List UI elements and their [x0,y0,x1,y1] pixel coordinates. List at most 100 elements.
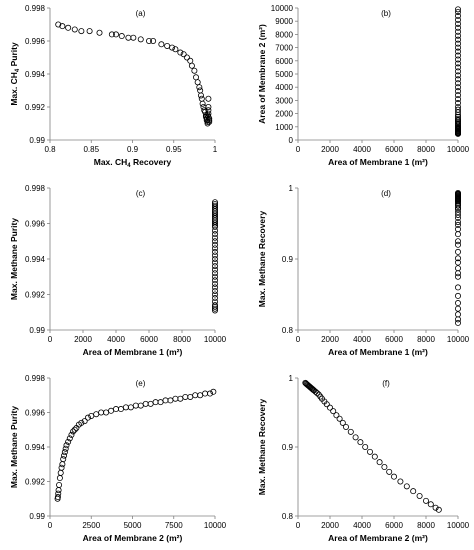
panel-label: (e) [136,379,146,388]
data-point [455,285,460,290]
x-tick-label: 0.8 [44,145,56,154]
data-point [138,37,143,42]
data-point [56,488,61,493]
x-tick-label: 0 [48,521,53,530]
y-tick-label: 9000 [275,17,293,26]
panel-a: 0.8 0.85 0.9 0.95 10.990.9920.9940.9960.998(… [9,4,218,169]
data-point [201,104,206,109]
y-tick-label: 1 [289,184,294,193]
data-point [404,484,409,489]
data-point [173,396,178,401]
data-point [138,403,143,408]
y-tick-label: 0.99 [29,512,45,521]
x-tick-label: 0.85 [83,145,99,154]
x-tick-label: 0 [48,335,53,344]
data-point [72,27,77,32]
y-tick-label: 0.994 [25,443,46,452]
data-point [387,469,392,474]
data-point [60,462,65,467]
x-tick-label: 0 [296,145,301,154]
data-point [455,249,460,254]
y-axis-title: Area of Membrane 2 (m²) [257,24,267,124]
data-point [206,96,211,101]
data-point [353,435,358,440]
y-tick-label: 7000 [275,44,293,53]
data-point [455,232,460,237]
x-tick-label: 0.9 [127,145,139,154]
data-point [56,482,61,487]
data-point [195,80,200,85]
data-point [99,410,104,415]
y-tick-label: 0.9 [282,255,294,264]
data-point [178,396,183,401]
data-point [417,493,422,498]
y-tick-label: 0.9 [282,443,294,452]
x-tick-label: 8000 [417,145,435,154]
x-tick-label: 2500 [82,521,100,530]
x-axis-title: Area of Membrane 1 (m²) [328,347,428,357]
y-tick-label: 0 [289,136,294,145]
data-point [372,454,377,459]
data-point [104,410,109,415]
y-tick-label: 0.992 [25,291,46,300]
data-point [94,412,99,417]
panel-e: 0 2500 5000 7500 10000 0.99 0.992 0.994 0.996 0.9… [9,374,227,543]
panel-d: 0 2000 4000 6000 8000 100000.80.91(d)Area of … [257,184,470,357]
data-point [391,474,396,479]
data-point [61,456,66,461]
data-point [455,266,460,271]
data-point [334,413,339,418]
data-point [123,405,128,410]
data-point [327,405,332,410]
data-point [315,391,320,396]
y-tick-label: 0.992 [25,103,46,112]
y-tick-label: 0.99 [29,136,45,145]
x-axis-title: Area of Membrane 1 (m²) [328,157,428,167]
x-tick-label: 2000 [321,521,339,530]
data-point [62,450,67,455]
x-tick-label: 4000 [353,335,371,344]
data-point [455,242,460,247]
x-tick-label: 4000 [353,521,371,530]
data-point [168,398,173,403]
x-tick-label: 10000 [204,335,227,344]
data-point [113,406,118,411]
x-tick-label: 6000 [385,145,403,154]
data-point [158,400,163,405]
y-tick-label: 0.8 [282,512,294,521]
data-point [197,85,202,90]
data-point [87,29,92,34]
y-tick-label: 6000 [275,57,293,66]
x-tick-label: 2000 [321,145,339,154]
x-axis-title: Area of Membrane 2 (m²) [83,533,183,543]
data-point [398,479,403,484]
y-axis-title: Max. Methane Recovery [257,211,267,308]
data-point [57,475,62,480]
x-tick-label: 2000 [74,335,92,344]
data-point [200,101,205,106]
y-tick-label: 0.998 [25,4,46,13]
x-tick-label: 10000 [447,335,470,344]
x-tick-label: 7500 [165,521,183,530]
y-tick-label: 0.992 [25,478,46,487]
x-tick-label: 8000 [173,335,191,344]
data-point [58,470,63,475]
x-tick-label: 10000 [447,521,470,530]
y-tick-label: 10000 [271,4,294,13]
data-point [423,498,428,503]
data-point [377,460,382,465]
y-tick-label: 0.994 [25,255,46,264]
panel-label: (b) [381,9,391,18]
data-point [367,449,372,454]
y-axis-title: Max. Methane Recovery [257,399,267,496]
x-tick-label: 6000 [140,335,158,344]
data-point [199,96,204,101]
panel-label: (f) [382,379,390,388]
data-point [61,453,66,458]
data-point [183,394,188,399]
data-point [159,42,164,47]
y-tick-label: 8000 [275,30,293,39]
y-tick-label: 0.998 [25,374,46,383]
data-point [63,446,68,451]
y-tick-label: 3000 [275,96,293,105]
